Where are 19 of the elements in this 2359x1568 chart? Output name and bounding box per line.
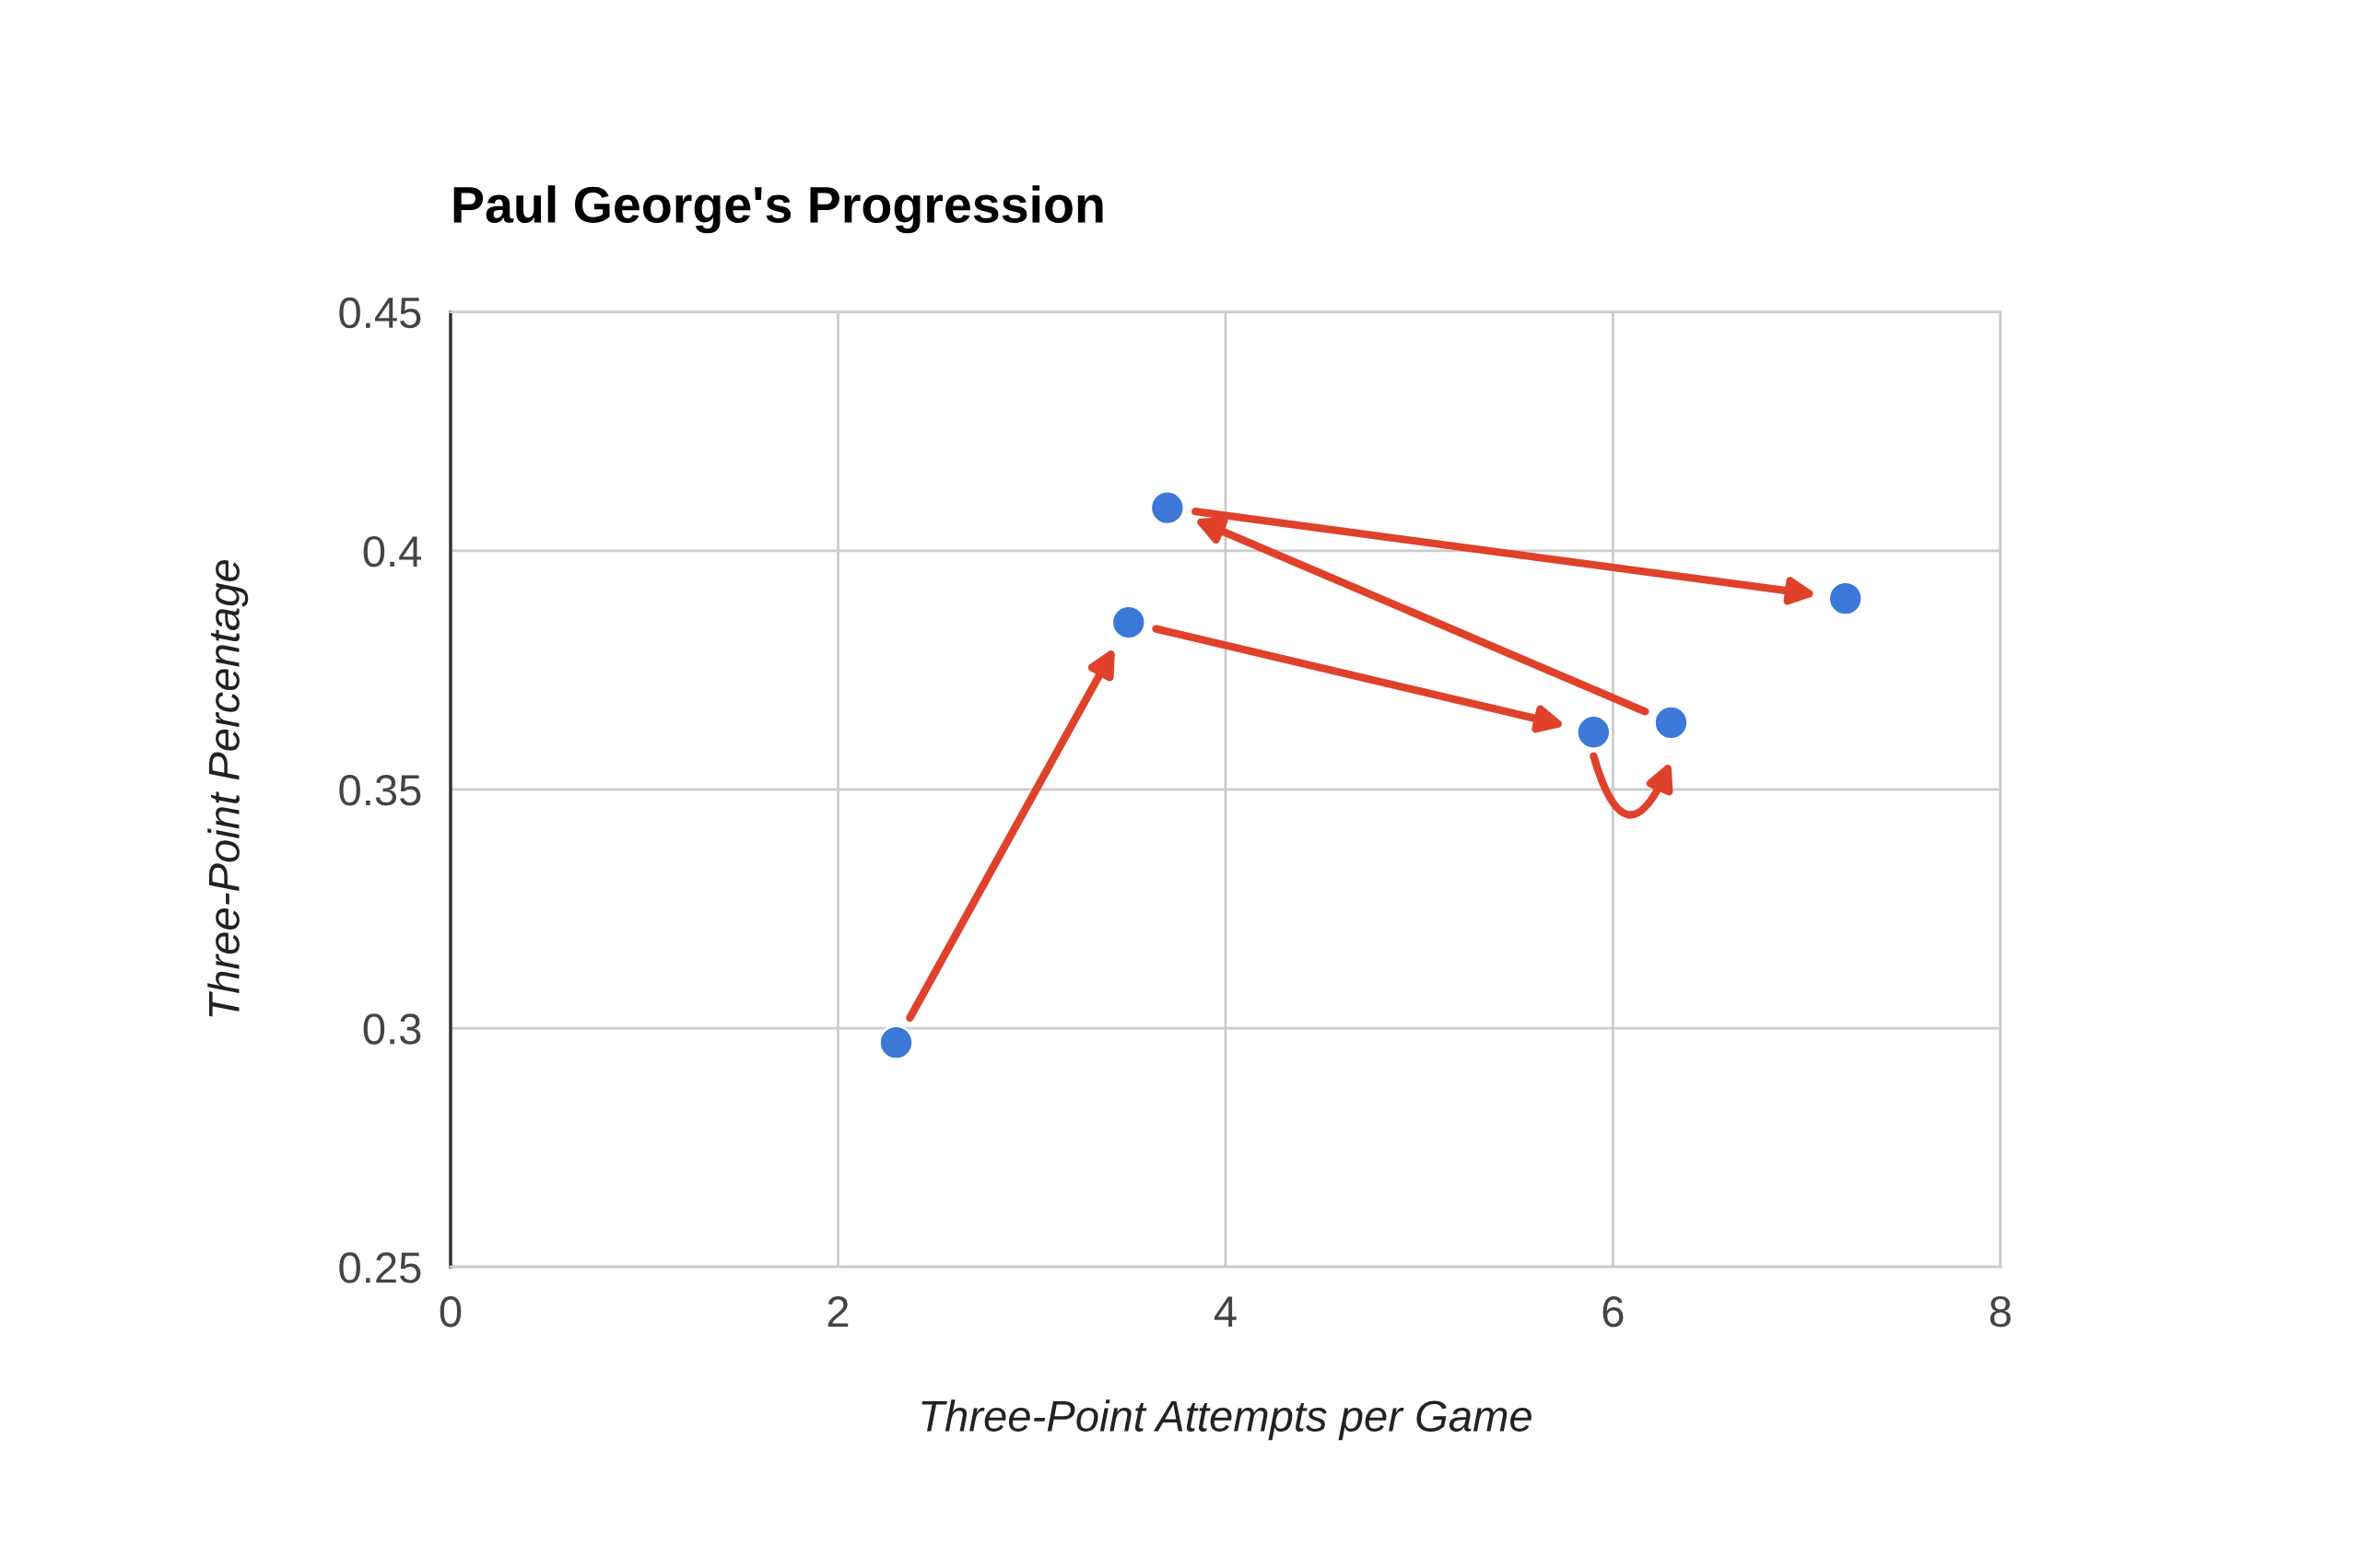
y-tick-label: 0.35 <box>339 775 421 806</box>
point <box>1110 604 1147 641</box>
y-axis-title: Three-Point Percentage <box>207 560 249 1017</box>
x-tick-label: 4 <box>1214 1296 1237 1327</box>
y-tick-label: 0.4 <box>363 535 422 568</box>
point <box>1653 704 1689 741</box>
x-tick-label: 6 <box>1602 1296 1624 1328</box>
point <box>1827 580 1864 617</box>
point <box>878 1024 914 1061</box>
chart-title: Paul George's Progression <box>453 185 1103 234</box>
point <box>1575 714 1612 751</box>
y-tick-label: 0.45 <box>339 297 421 329</box>
y-tick-label: 0.3 <box>363 1013 421 1045</box>
x-axis-title: Three-Point Attempts per Game <box>921 1399 1532 1441</box>
x-tick-label: 2 <box>827 1296 849 1327</box>
point <box>1149 489 1186 526</box>
y-tick-label: 0.25 <box>339 1252 421 1283</box>
x-tick-label: 0 <box>440 1296 462 1328</box>
x-tick-label: 8 <box>1989 1296 2011 1328</box>
